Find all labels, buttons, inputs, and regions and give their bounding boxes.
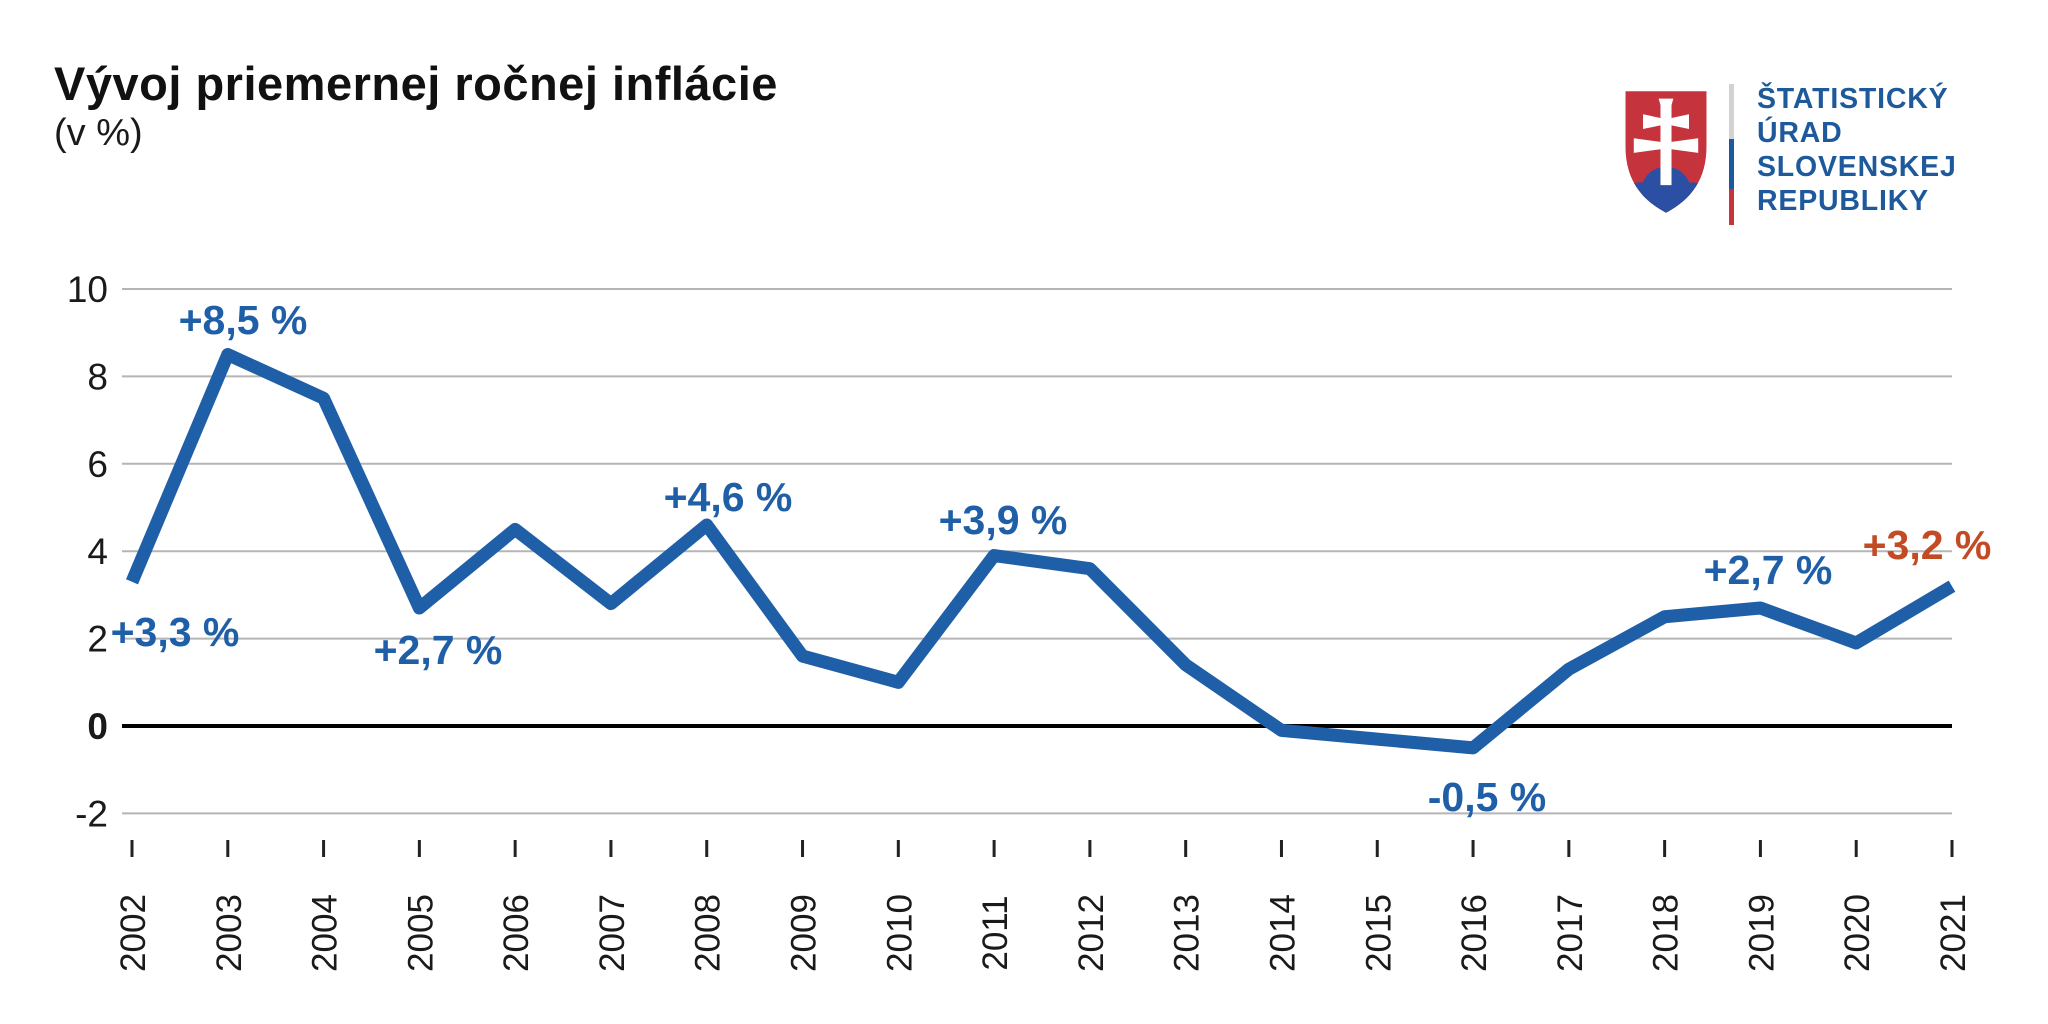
data-value-label: +3,2 % xyxy=(1863,522,1992,568)
x-axis-year-label: 2009 xyxy=(785,894,824,972)
x-axis-year-label: 2014 xyxy=(1263,894,1302,972)
x-axis-year-label: 2015 xyxy=(1359,894,1398,972)
data-value-label: +2,7 % xyxy=(374,627,503,673)
x-axis-year-label: 2007 xyxy=(593,894,632,972)
x-axis-year-label: 2017 xyxy=(1551,894,1590,972)
x-axis-year-label: 2018 xyxy=(1647,894,1686,972)
y-axis-tick-label: 0 xyxy=(87,706,108,747)
logo-divider-red xyxy=(1729,189,1734,225)
inflation-line xyxy=(126,348,1956,755)
logo-divider-gray xyxy=(1729,84,1734,139)
y-axis-tick-label: -2 xyxy=(75,793,108,834)
page-title: Vývoj priemernej ročnej inflácie xyxy=(54,57,778,110)
y-axis-tick-label: 2 xyxy=(87,619,108,660)
data-value-label: -0,5 % xyxy=(1428,774,1547,820)
logo-divider-bar xyxy=(1729,84,1734,225)
data-value-label: +8,5 % xyxy=(179,297,308,343)
logo-text-line2: ÚRAD xyxy=(1757,117,1843,149)
x-axis-year-label: 2020 xyxy=(1838,894,1877,972)
logo-text-line3: SLOVENSKEJ xyxy=(1757,151,1957,183)
x-axis-year-label: 2019 xyxy=(1742,894,1781,972)
logo-text-line4: REPUBLIKY xyxy=(1757,185,1929,217)
x-axis-year-label: 2005 xyxy=(401,894,440,972)
x-axis-year-label: 2002 xyxy=(114,894,153,972)
x-axis-year-label: 2016 xyxy=(1455,894,1494,972)
y-axis-tick-label: 10 xyxy=(67,269,108,310)
data-value-label: +2,7 % xyxy=(1704,547,1833,593)
data-value-label: +3,9 % xyxy=(939,497,1068,543)
x-axis-year-label: 2012 xyxy=(1072,894,1111,972)
x-axis-year-label: 2021 xyxy=(1934,894,1973,972)
x-axis-year-label: 2013 xyxy=(1168,894,1207,972)
x-axis-year-label: 2011 xyxy=(976,895,1015,970)
logo-text: ŠTATISTICKÝ ÚRAD SLOVENSKEJ REPUBLIKY xyxy=(1757,82,1957,218)
y-axis-tick-label: 8 xyxy=(87,356,108,397)
x-axis-year-label: 2008 xyxy=(689,894,728,972)
x-axis-year-label: 2003 xyxy=(210,894,249,972)
logo-text-line1: ŠTATISTICKÝ xyxy=(1757,83,1949,115)
logo-divider-blue xyxy=(1729,139,1734,189)
data-value-label: +3,3 % xyxy=(111,609,240,655)
x-axis-year-label: 2006 xyxy=(497,894,536,972)
unit-label: (v %) xyxy=(54,112,143,154)
slovak-coat-of-arms-icon xyxy=(1625,91,1707,213)
y-axis-tick-label: 6 xyxy=(87,444,108,485)
x-axis-year-label: 2004 xyxy=(306,894,345,972)
statistical-office-logo: ŠTATISTICKÝ ÚRAD SLOVENSKEJ REPUBLIKY xyxy=(1620,82,2040,227)
x-axis-year-label: 2010 xyxy=(880,894,919,972)
y-axis-tick-label: 4 xyxy=(87,531,108,572)
data-value-label: +4,6 % xyxy=(664,474,793,520)
